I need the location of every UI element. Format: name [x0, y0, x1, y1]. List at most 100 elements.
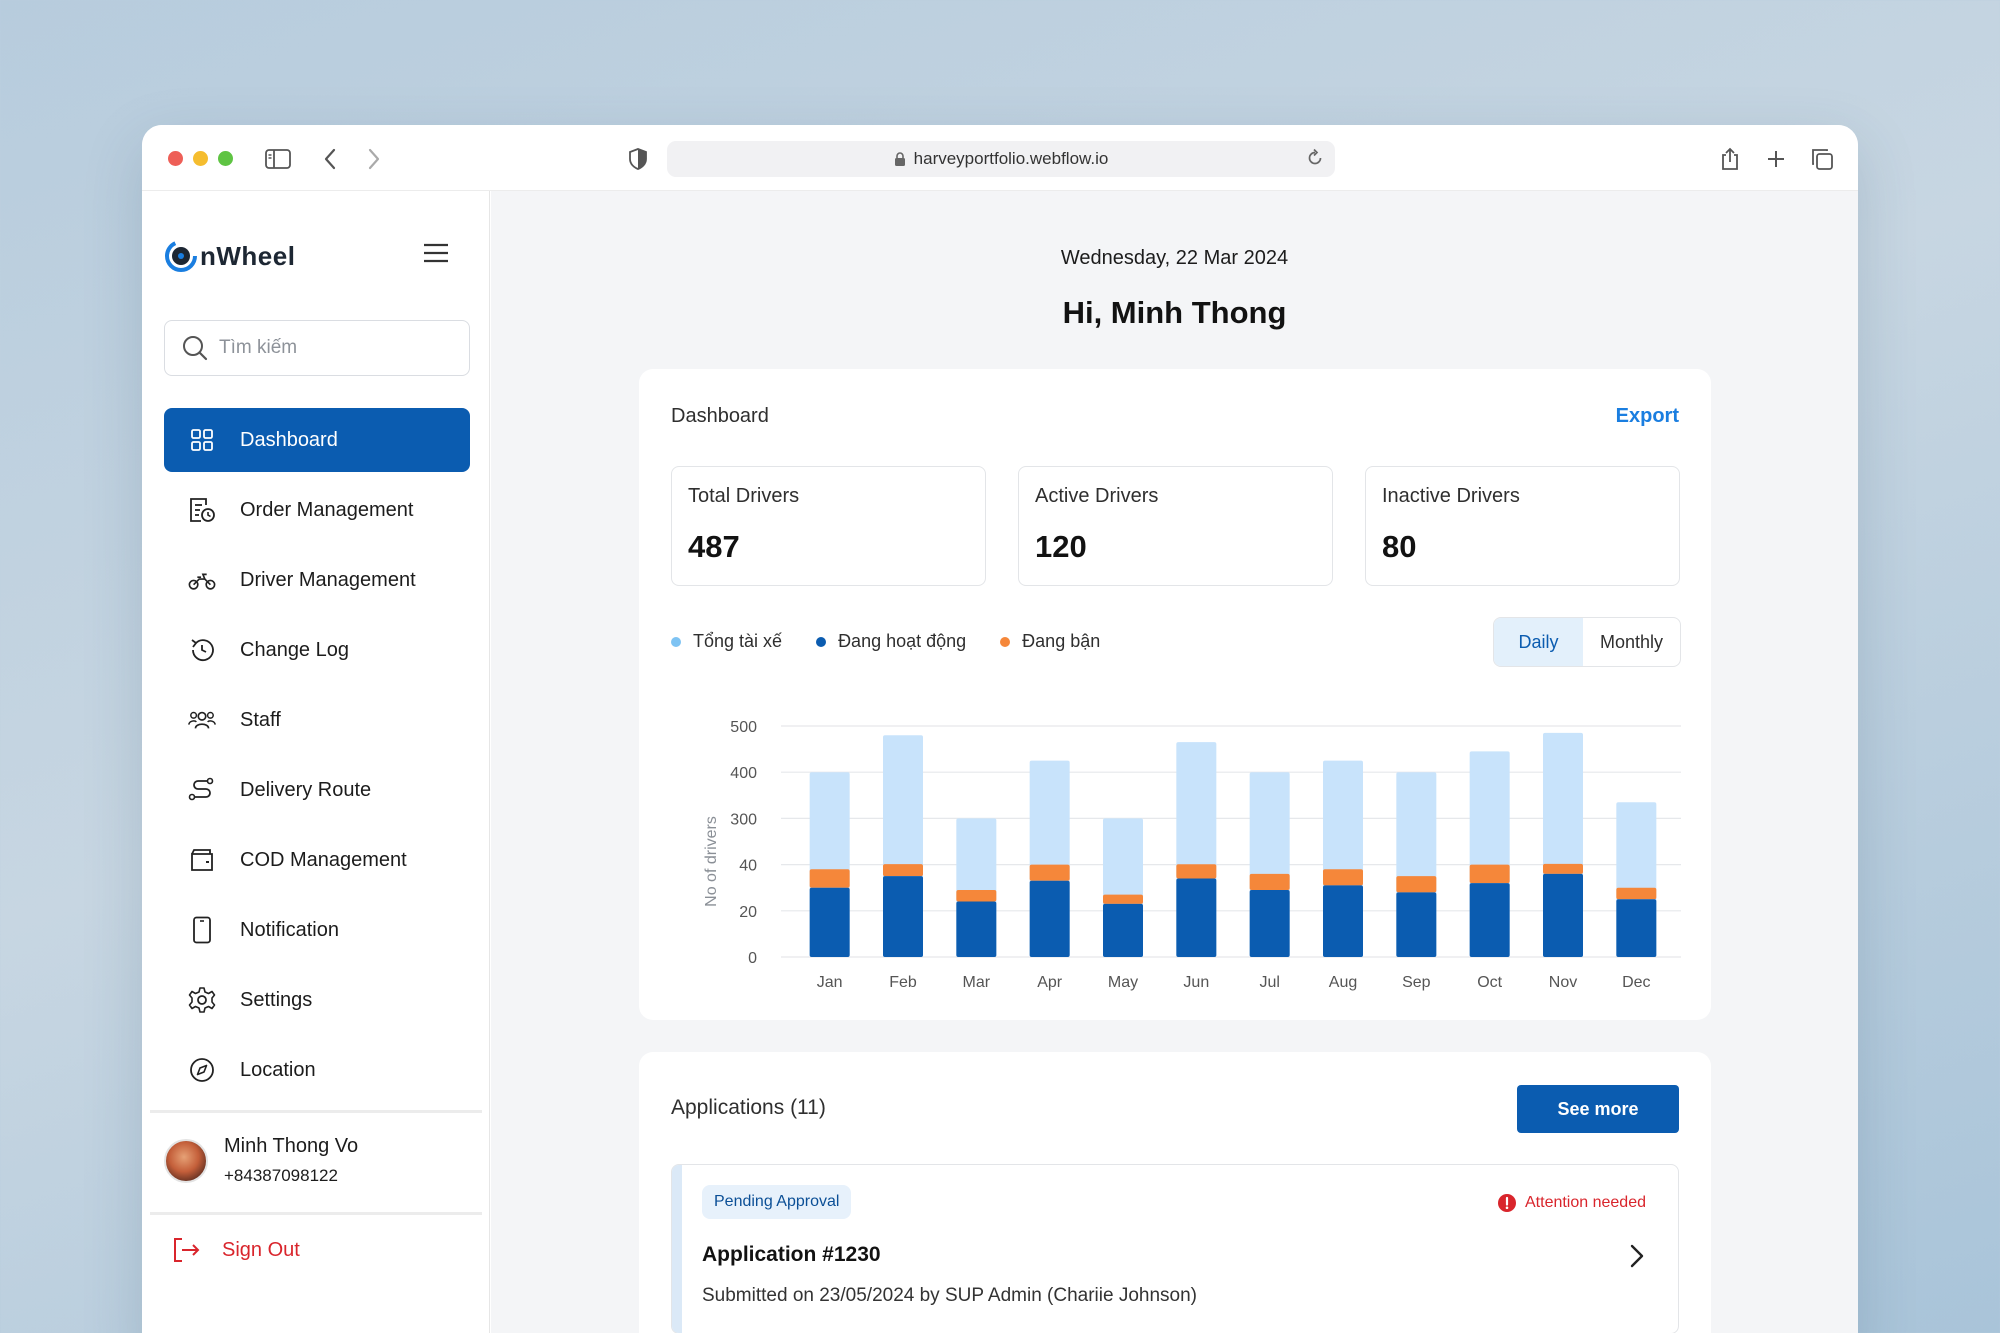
address-bar[interactable]: harveyportfolio.webflow.io: [667, 141, 1335, 177]
gear-icon: [188, 986, 216, 1014]
sign-out-label: Sign Out: [222, 1238, 300, 1261]
sidebar-item-dashboard[interactable]: Dashboard: [164, 408, 470, 472]
sidebar-toggle-icon[interactable]: [264, 145, 292, 173]
stat-inactive-drivers: Inactive Drivers 80: [1365, 466, 1680, 586]
monthly-toggle-button[interactable]: Monthly: [1600, 631, 1664, 652]
wheel-logo-icon: [165, 240, 197, 272]
bar-busy: [1029, 864, 1070, 881]
search-box[interactable]: [164, 320, 470, 376]
sidebar-item-label: Order Management: [240, 498, 414, 521]
legend-dot: [816, 636, 827, 647]
period-toggle: Daily Monthly: [1493, 617, 1681, 667]
sidebar-item-label: Staff: [240, 708, 281, 731]
sidebar-item-label: COD Management: [240, 848, 407, 871]
bar-active: [1323, 885, 1363, 957]
sidebar-item-location[interactable]: Location: [164, 1038, 470, 1102]
close-window-button[interactable]: [168, 151, 183, 166]
legend-item-active: Đang hoạt động: [816, 631, 966, 652]
back-arrow-icon[interactable]: [316, 145, 344, 173]
y-tick-label: 0: [748, 950, 757, 967]
bar-active: [1029, 880, 1070, 957]
legend-dot: [1000, 636, 1011, 647]
search-input[interactable]: [219, 337, 459, 359]
sidebar-item-staff[interactable]: Staff: [164, 688, 470, 752]
attention-alert: Attention needed: [1497, 1193, 1646, 1213]
bar-busy: [1616, 887, 1657, 900]
bar-busy: [956, 890, 997, 902]
y-axis-label: No of drivers: [703, 816, 720, 907]
tabs-overview-icon[interactable]: [1808, 145, 1836, 173]
bar-active: [1469, 883, 1510, 957]
x-tick-label: Jan: [817, 974, 843, 991]
sign-out-icon: [172, 1235, 202, 1265]
see-more-button[interactable]: See more: [1517, 1085, 1679, 1133]
x-tick-label: Dec: [1622, 974, 1650, 991]
chevron-right-icon[interactable]: [1624, 1241, 1650, 1271]
legend-label: Đang bận: [1022, 631, 1101, 651]
app-logo[interactable]: nWheel: [164, 239, 295, 273]
stat-value: 120: [1035, 529, 1087, 564]
sidebar-item-delivery-route[interactable]: Delivery Route: [164, 758, 470, 822]
bar-active: [1103, 903, 1143, 957]
profile-phone: +84387098122: [224, 1166, 338, 1185]
browser-toolbar: harveyportfolio.webflow.io: [142, 125, 1858, 191]
browser-window: harveyportfolio.webflow.io nWheel: [142, 125, 1858, 1333]
share-icon[interactable]: [1716, 145, 1744, 173]
drivers-bar-chart: 0 20 40 300 400 500 No of drivers Jan Feb Mar Apr M…: [703, 719, 1681, 991]
new-tab-icon[interactable]: [1762, 145, 1790, 173]
users-icon: [188, 706, 216, 734]
sidebar-item-label: Driver Management: [240, 568, 416, 591]
legend-item-total: Tổng tài xế: [671, 631, 782, 652]
bar-busy: [1543, 863, 1583, 874]
y-tick-label: 400: [730, 765, 757, 782]
application-item[interactable]: Pending Approval Attention needed Applic…: [671, 1164, 1679, 1333]
current-date: Wednesday, 22 Mar 2024: [1060, 247, 1289, 269]
x-tick-label: Nov: [1549, 974, 1577, 991]
y-tick-label: 20: [739, 904, 757, 921]
hamburger-menu-icon[interactable]: [422, 241, 450, 265]
bar-busy: [1176, 864, 1217, 879]
stat-active-drivers: Active Drivers 120: [1018, 466, 1333, 586]
sidebar-item-settings[interactable]: Settings: [164, 968, 470, 1032]
search-icon: [183, 336, 208, 361]
sidebar-item-notification[interactable]: Notification: [164, 898, 470, 962]
sign-out-button[interactable]: Sign Out: [172, 1235, 300, 1265]
export-button[interactable]: Export: [1615, 405, 1679, 427]
sidebar-item-label: Delivery Route: [240, 778, 372, 801]
bar-active: [809, 887, 850, 957]
legend-item-busy: Đang bận: [1000, 631, 1100, 652]
sidebar-item-driver-management[interactable]: Driver Management: [164, 548, 470, 612]
dashboard-card: Dashboard Export Total Drivers 487 Activ…: [639, 369, 1711, 1020]
legend-label: Đang hoạt động: [838, 631, 967, 651]
avatar: [164, 1138, 208, 1183]
main-content: Wednesday, 22 Mar 2024 Hi, Minh Thong Da…: [491, 191, 1858, 1333]
sidebar-item-label: Location: [240, 1058, 316, 1081]
shield-icon[interactable]: [624, 145, 652, 173]
x-tick-label: May: [1108, 974, 1138, 991]
daily-toggle-button[interactable]: Daily: [1494, 618, 1584, 666]
bar-busy: [1103, 894, 1143, 904]
sidebar-nav: Dashboard Order Management Driver Manage…: [164, 408, 470, 1108]
minimize-window-button[interactable]: [193, 151, 208, 166]
maximize-window-button[interactable]: [218, 151, 233, 166]
chart-legend: Tổng tài xế Đang hoạt động Đang bận: [671, 631, 1134, 652]
applications-card: Applications (11) See more Pending Appro…: [639, 1052, 1711, 1333]
user-profile[interactable]: Minh Thong Vo +84387098122: [164, 1135, 358, 1186]
sidebar-item-cod-management[interactable]: COD Management: [164, 828, 470, 892]
reload-icon[interactable]: [1305, 148, 1325, 173]
motorbike-icon: [188, 566, 216, 594]
bar-busy: [1323, 869, 1363, 886]
legend-dot: [671, 636, 681, 647]
divider: [150, 1212, 482, 1215]
sidebar-item-change-log[interactable]: Change Log: [164, 618, 470, 682]
x-tick-label: Oct: [1477, 974, 1502, 991]
sidebar-item-order-management[interactable]: Order Management: [164, 478, 470, 542]
stat-label: Inactive Drivers: [1382, 485, 1520, 507]
grid-icon: [188, 426, 216, 454]
divider: [150, 1110, 482, 1113]
compass-icon: [188, 1056, 216, 1084]
bar-active: [1176, 878, 1217, 957]
legend-label: Tổng tài xế: [693, 631, 783, 651]
forward-arrow-icon[interactable]: [360, 145, 388, 173]
status-badge: Pending Approval: [702, 1185, 852, 1219]
